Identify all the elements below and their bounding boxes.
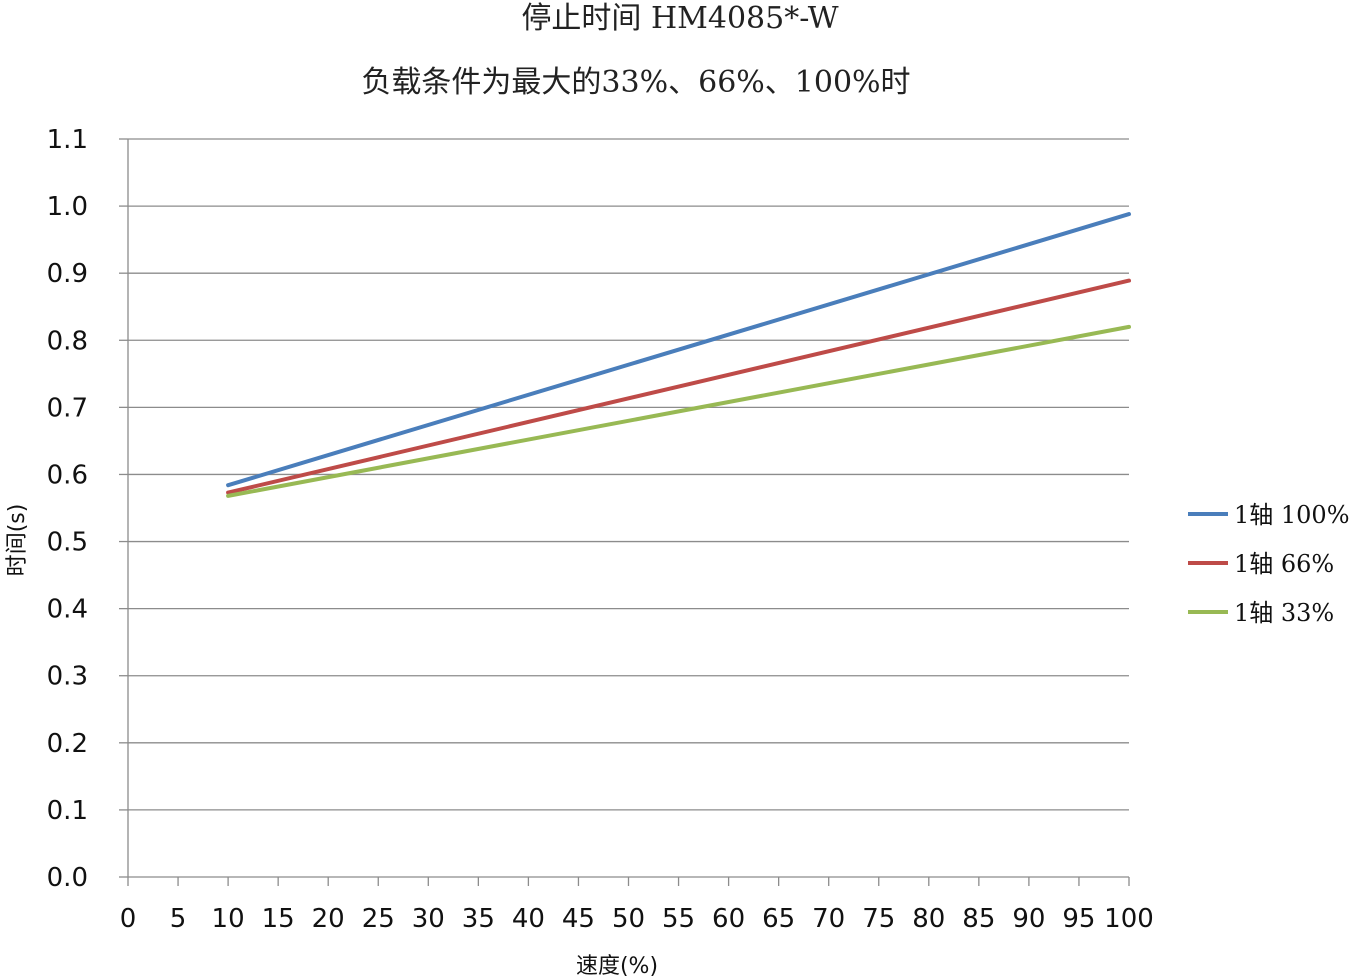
axes <box>127 139 1130 886</box>
series-line-2 <box>226 278 1131 495</box>
x-tick-label: 70 <box>812 904 845 934</box>
x-tick-label: 35 <box>462 904 495 934</box>
y-tick-label: 1.0 <box>47 192 88 222</box>
y-tick-label: 0.8 <box>47 326 88 356</box>
x-tick-labels: 0 5 10 15 20 25 30 35 40 45 50 55 60 65 70 75 80 85 90 95 10… <box>120 904 1154 934</box>
x-tick-label: 30 <box>412 904 445 934</box>
y-tick-label: 0.2 <box>47 729 88 759</box>
x-tick-label: 60 <box>712 904 745 934</box>
series-lines <box>226 212 1131 498</box>
y-axis-label: 时间(s) <box>5 504 30 577</box>
legend-item: 1轴 66% <box>1188 550 1334 578</box>
y-tick-labels: 0.0 0.1 0.2 0.3 0.4 0.5 0.6 0.7 0.8 0.9 1.0 1.1 <box>47 125 88 893</box>
x-tick-label: 50 <box>612 904 645 934</box>
y-tick-label: 0.4 <box>47 595 88 625</box>
y-tick-label: 0.3 <box>47 662 88 692</box>
legend: 1轴 100% 1轴 66% 1轴 33% <box>1188 501 1350 627</box>
x-tick-label: 25 <box>362 904 395 934</box>
y-tick-label: 0.7 <box>47 393 88 423</box>
y-tick-label: 0.1 <box>47 796 88 826</box>
series-line-1 <box>226 212 1131 488</box>
series-line-3 <box>226 324 1131 498</box>
x-tick-label: 20 <box>312 904 345 934</box>
legend-label: 1轴 66% <box>1234 550 1334 578</box>
legend-label: 1轴 100% <box>1234 501 1350 529</box>
x-tick-label: 40 <box>512 904 545 934</box>
x-axis-label: 速度(%) <box>576 954 658 979</box>
x-tick-label: 55 <box>662 904 695 934</box>
x-tick-label: 95 <box>1062 904 1095 934</box>
y-tick-label: 0.0 <box>47 863 88 893</box>
legend-label: 1轴 33% <box>1234 599 1334 627</box>
chart-subtitle: 负载条件为最大的33%、66%、100%时 <box>361 65 910 100</box>
x-tick-label: 85 <box>962 904 995 934</box>
x-tick-label: 5 <box>170 904 187 934</box>
chart-title: 停止时间 HM4085*-W <box>521 1 838 36</box>
y-tick-label: 0.6 <box>47 460 88 490</box>
y-tick-label: 0.9 <box>47 259 88 289</box>
gridlines <box>119 138 1129 878</box>
x-tick-label: 0 <box>120 904 137 934</box>
x-tick-label: 80 <box>912 904 945 934</box>
x-tick-label: 15 <box>262 904 295 934</box>
x-tick-label: 45 <box>562 904 595 934</box>
x-tick-label: 10 <box>212 904 245 934</box>
x-tick-label: 75 <box>862 904 895 934</box>
legend-item: 1轴 100% <box>1188 501 1350 529</box>
x-tick-label: 100 <box>1104 904 1154 934</box>
legend-item: 1轴 33% <box>1188 599 1334 627</box>
y-tick-label: 0.5 <box>47 528 88 558</box>
y-tick-label: 1.1 <box>47 125 88 155</box>
x-tick-label: 90 <box>1012 904 1045 934</box>
x-tick-label: 65 <box>762 904 795 934</box>
